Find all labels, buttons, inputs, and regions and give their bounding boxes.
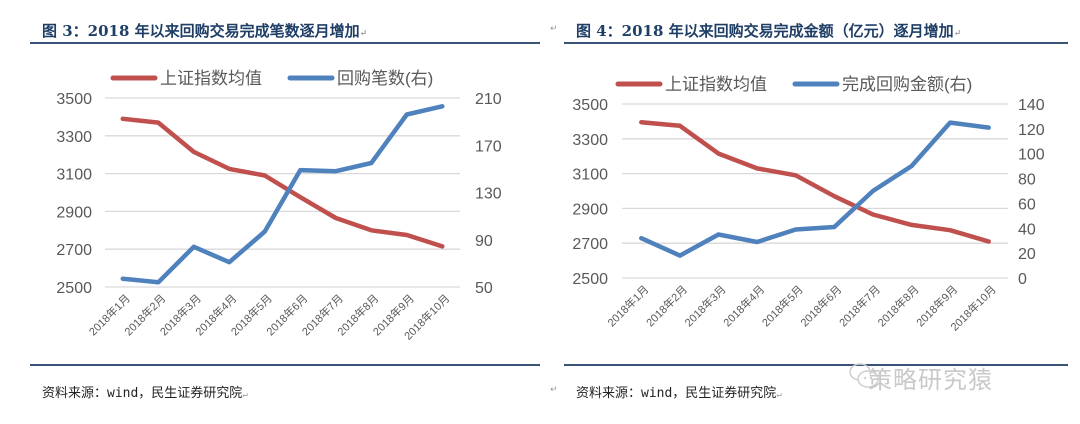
y-right-tick-label: 80 bbox=[1018, 172, 1036, 189]
figure-4-title-text: 图 4：2018 年以来回购交易完成金额（亿元）逐月增加 bbox=[576, 22, 954, 40]
series-line-repurchase bbox=[120, 104, 445, 285]
series-line-index-avg bbox=[120, 116, 445, 249]
y-right-tick-label: 40 bbox=[1018, 221, 1036, 238]
y-left-tick-label: 2500 bbox=[572, 271, 608, 288]
y-right-tick-label: 210 bbox=[475, 91, 502, 108]
y-right-tick-label: 60 bbox=[1018, 196, 1036, 213]
y-left-tick-label: 3300 bbox=[56, 129, 92, 146]
y-left-tick-label: 3100 bbox=[56, 167, 92, 184]
source-text: 资料来源：wind，民生证券研究院 bbox=[576, 386, 777, 401]
y-right-tick-label: 90 bbox=[475, 233, 493, 250]
y-left-tick-label: 3500 bbox=[56, 91, 92, 108]
y-right-tick-label: 140 bbox=[1018, 97, 1045, 114]
paragraph-mark: ↵ bbox=[776, 390, 782, 400]
y-left-tick-label: 2500 bbox=[56, 280, 92, 297]
legend-label: 上证指数均值 bbox=[160, 69, 262, 88]
paragraph-mark: ↵ bbox=[550, 385, 558, 395]
legend-label: 回购笔数(右) bbox=[337, 69, 433, 88]
y-left-tick-label: 2700 bbox=[572, 236, 608, 253]
y-right-tick-label: 130 bbox=[475, 186, 502, 203]
y-right-tick-label: 100 bbox=[1018, 147, 1045, 164]
wechat-icon bbox=[849, 363, 879, 388]
paragraph-mark: ↵ bbox=[242, 390, 248, 400]
watermark: 策略研究猿 bbox=[868, 366, 993, 394]
x-tick-label: 2018年6月 bbox=[797, 282, 844, 329]
figure-3-title-text: 图 3：2018 年以来回购交易完成笔数逐月增加 bbox=[42, 22, 360, 40]
y-right-tick-label: 0 bbox=[1018, 271, 1027, 288]
bottom-rule bbox=[564, 364, 1068, 366]
series-line-repurchase bbox=[639, 120, 991, 258]
y-right-tick-label: 50 bbox=[475, 280, 493, 297]
figure-3-title: 图 3：2018 年以来回购交易完成笔数逐月增加↵ bbox=[42, 20, 367, 41]
series-line-index-avg bbox=[639, 120, 991, 244]
legend-label: 上证指数均值 bbox=[665, 75, 767, 94]
legend-label: 完成回购金额(右) bbox=[842, 75, 972, 94]
bottom-rule bbox=[30, 364, 540, 366]
x-tick-label: 2018年5月 bbox=[759, 282, 806, 329]
figure-3-panel: 图 3：2018 年以来回购交易完成笔数逐月增加↵ 2500 2700 2900 31… bbox=[30, 20, 540, 401]
figure-3-source: 资料来源：wind，民生证券研究院↵ bbox=[42, 382, 248, 401]
source-text: 资料来源：wind，民生证券研究院 bbox=[42, 386, 243, 401]
figure-4-panel: ↵ 图 4：2018 年以来回购交易完成金额（亿元）逐月增加↵ 2500 2700… bbox=[540, 0, 1080, 424]
x-tick-label: 2018年7月 bbox=[836, 282, 883, 329]
x-tick-label: 2018年4月 bbox=[720, 282, 767, 329]
x-tick-label: 2018年3月 bbox=[682, 282, 729, 329]
figure-4-title: 图 4：2018 年以来回购交易完成金额（亿元）逐月增加↵ bbox=[576, 20, 961, 41]
y-right-tick-label: 20 bbox=[1018, 246, 1036, 263]
x-tick-label: 2018年1月 bbox=[604, 282, 651, 329]
paragraph-mark: ↵ bbox=[953, 29, 962, 39]
title-rule bbox=[564, 42, 1068, 44]
x-tick-label: 2018年2月 bbox=[643, 282, 690, 329]
chart-figure-4: 2500 2700 2900 3100 3300 3500 0 20 40 60 80 100 120 1… bbox=[572, 75, 1045, 334]
paragraph-mark: ↵ bbox=[359, 29, 368, 39]
y-right-tick-label: 120 bbox=[1018, 122, 1045, 139]
y-left-tick-label: 3100 bbox=[572, 167, 608, 184]
y-left-tick-label: 2900 bbox=[56, 204, 92, 221]
paragraph-mark: ↵ bbox=[550, 24, 558, 34]
y-left-tick-label: 2900 bbox=[572, 201, 608, 218]
y-right-tick-label: 170 bbox=[475, 138, 502, 155]
y-left-tick-label: 3500 bbox=[572, 97, 608, 114]
chart-figure-3: 2500270029003100330035005090130170210201… bbox=[56, 69, 502, 343]
figure-4-source: 资料来源：wind，民生证券研究院↵ bbox=[576, 382, 782, 401]
title-rule bbox=[30, 42, 540, 44]
x-tick-label: 2018年8月 bbox=[875, 282, 922, 329]
y-left-tick-label: 3300 bbox=[572, 132, 608, 149]
y-left-tick-label: 2700 bbox=[56, 242, 92, 259]
